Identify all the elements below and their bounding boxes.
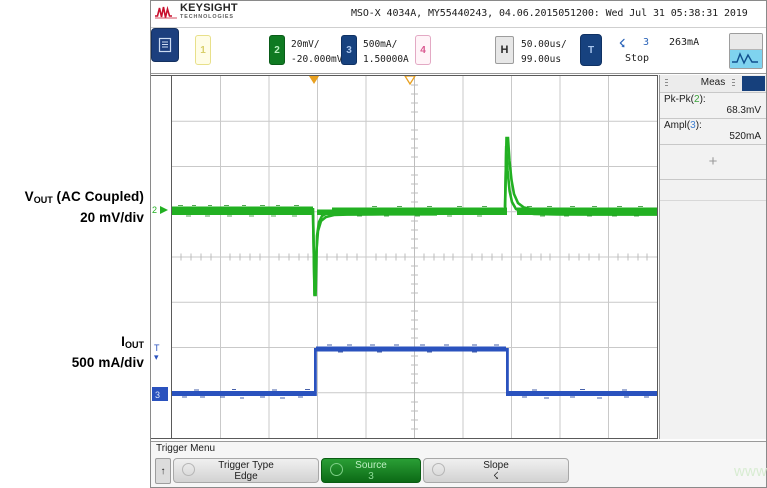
- softkey-source-value: 3: [368, 471, 374, 482]
- measurement-value-pkpk: 68.3mV: [726, 105, 761, 116]
- measurement-row-pkpk[interactable]: Pk-Pk(2): 68.3mV: [660, 93, 766, 119]
- rail-markers: 2 T ▾ 3: [152, 205, 168, 401]
- measurement-label-ampl: Ampl(3):: [664, 120, 702, 131]
- trigger-level-value[interactable]: 263mA: [669, 37, 700, 48]
- channel-3-waveform: [172, 344, 657, 399]
- trigger-button[interactable]: T: [580, 34, 602, 66]
- add-measurement-button[interactable]: +: [660, 145, 766, 180]
- measurement-label-pkpk: Pk-Pk(2):: [664, 94, 706, 105]
- autoscale-wave-glyph: [730, 50, 762, 68]
- timebase-scale: 50.00us/: [521, 39, 567, 50]
- measurement-panel-title: Meas: [700, 77, 726, 88]
- channel-3-offset: 1.50000A: [363, 54, 409, 65]
- iout-label-line2: 500 mA/div: [71, 355, 144, 370]
- autoscale-icon[interactable]: [729, 33, 763, 69]
- trigger-menu: Trigger Menu ↑ Trigger Type Edge Source …: [151, 441, 766, 487]
- trigger-source-value[interactable]: 3: [643, 37, 650, 48]
- softkey-trigger-type-value: Edge: [234, 471, 258, 482]
- svg-text:▾: ▾: [154, 352, 159, 362]
- wave-glyph: [732, 52, 758, 65]
- center-tick-row: [180, 253, 648, 261]
- channel-2-ground-marker[interactable]: 2: [152, 205, 168, 215]
- knob-icon: [330, 463, 343, 476]
- channel-2-offset: -20.000mV: [291, 54, 343, 65]
- iout-annotation: IOUT 500 mA/div: [0, 333, 144, 371]
- channel-2-settings[interactable]: 20mV/ -20.000mV: [291, 37, 342, 67]
- plot-canvas: [172, 76, 657, 438]
- knob-icon: [432, 463, 445, 476]
- trigger-menu-title: Trigger Menu: [156, 443, 216, 454]
- softkey-slope[interactable]: Slope ☇: [423, 458, 569, 483]
- svg-text:T: T: [154, 343, 160, 353]
- scope-window: KEYSIGHT TECHNOLOGIES MSO-X 4034A, MY554…: [150, 0, 767, 488]
- waveform-plot[interactable]: [171, 75, 658, 439]
- measurement-empty-slot: [660, 180, 766, 201]
- channel-3-ground-marker[interactable]: 3: [152, 387, 168, 401]
- channel-2-scale: 20mV/: [291, 39, 320, 50]
- channel-2-waveform: [172, 136, 657, 297]
- measurement-panel-header[interactable]: Meas: [660, 75, 766, 93]
- horizontal-button[interactable]: H: [495, 36, 514, 64]
- vout-label-line1: VOUT (AC Coupled): [24, 189, 144, 205]
- keysight-waveform-icon: [155, 5, 177, 19]
- channel-3-settings[interactable]: 500mA/ 1.50000A: [363, 37, 409, 67]
- svg-text:2: 2: [152, 205, 157, 215]
- delay-marker[interactable]: [404, 76, 416, 86]
- instrument-info: MSO-X 4034A, MY55440243, 04.06.201505120…: [351, 8, 748, 19]
- plot-left-rail: 2 T ▾ 3: [151, 75, 171, 439]
- channel-1-button[interactable]: 1: [195, 35, 211, 65]
- measurement-row-ampl[interactable]: Ampl(3): 520mA: [660, 119, 766, 145]
- softkey-trigger-type-label: Trigger Type: [218, 460, 274, 471]
- channel-menu-icon[interactable]: [151, 28, 179, 62]
- iout-label-line1: IOUT: [121, 334, 144, 350]
- acquisition-status: Stop: [625, 53, 650, 64]
- trigger-level-marker[interactable]: T ▾: [154, 343, 160, 362]
- svg-text:3: 3: [155, 390, 160, 400]
- measurement-panel-toggle[interactable]: [742, 76, 765, 91]
- channel-3-button[interactable]: 3: [341, 35, 357, 65]
- trigger-slope-icon[interactable]: ☇: [619, 38, 626, 50]
- softkey-slope-label: Slope: [483, 460, 509, 471]
- keysight-logo: KEYSIGHT TECHNOLOGIES: [155, 3, 238, 20]
- vout-label-line2: 20 mV/div: [80, 210, 144, 225]
- list-icon: [158, 37, 172, 53]
- autoscale-screen-glyph: [730, 34, 762, 50]
- vout-annotation: VOUT (AC Coupled) 20 mV/div: [0, 188, 144, 226]
- center-tick-column: [411, 76, 418, 438]
- watermark: www.cntronics.com: [734, 463, 767, 480]
- channel-4-button[interactable]: 4: [415, 35, 431, 65]
- softkey-source[interactable]: Source 3: [321, 458, 421, 483]
- grip-right-icon: [732, 79, 735, 88]
- horizontal-settings[interactable]: 50.00us/ 99.00us: [521, 37, 567, 67]
- trigger-position-marker[interactable]: [309, 76, 319, 84]
- timebase-delay: 99.00us: [521, 54, 562, 65]
- softkey-source-label: Source: [355, 460, 387, 471]
- menu-up-button[interactable]: ↑: [155, 458, 171, 484]
- softkey-slope-value: ☇: [493, 471, 499, 482]
- softkey-trigger-type[interactable]: Trigger Type Edge: [173, 458, 319, 483]
- settings-toolbar: 1 2 20mV/ -20.000mV 3 500mA/ 1.50000A 4 …: [151, 28, 766, 74]
- measurement-value-ampl: 520mA: [729, 131, 761, 142]
- channel-2-button[interactable]: 2: [269, 35, 285, 65]
- annotation-column: VOUT (AC Coupled) 20 mV/div IOUT 500 mA/…: [0, 0, 150, 488]
- measurement-panel: Meas Pk-Pk(2): 68.3mV Ampl(3): 520mA +: [659, 75, 766, 439]
- scope-header: KEYSIGHT TECHNOLOGIES MSO-X 4034A, MY554…: [151, 1, 766, 28]
- keysight-wordmark: KEYSIGHT TECHNOLOGIES: [180, 2, 238, 20]
- knob-icon: [182, 463, 195, 476]
- grip-left-icon: [665, 79, 668, 88]
- plus-icon: +: [708, 153, 718, 170]
- channel-3-scale: 500mA/: [363, 39, 398, 50]
